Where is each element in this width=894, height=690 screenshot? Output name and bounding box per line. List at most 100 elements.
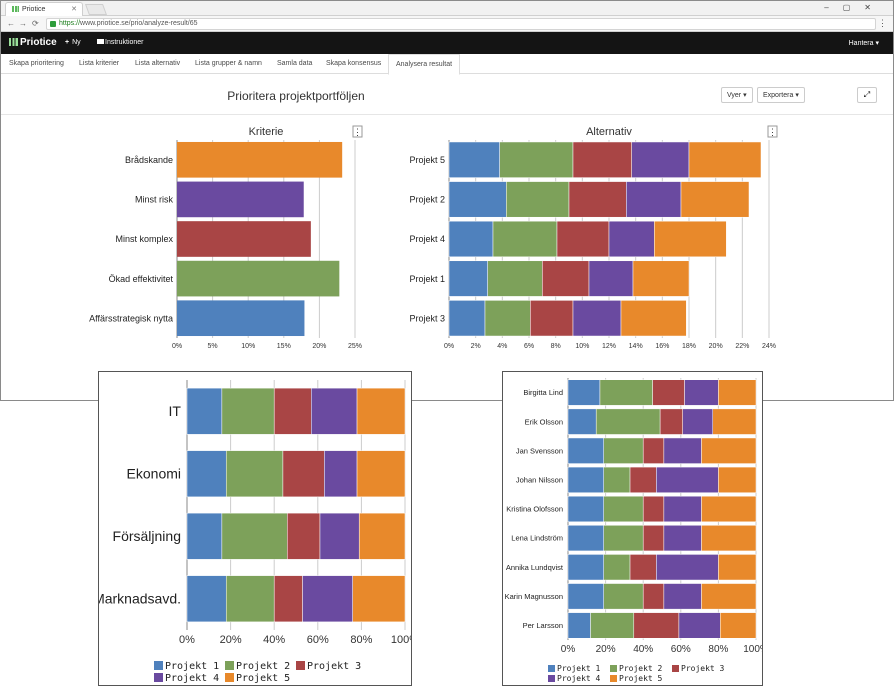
bar-segment: [568, 181, 627, 218]
views-button-label: Vyer: [727, 92, 742, 99]
browser-tab-title: Priotice: [22, 6, 46, 13]
x-tick-label: 80%: [350, 634, 372, 646]
x-tick-label: 80%: [708, 644, 728, 655]
bar-segment: [631, 141, 690, 178]
nav-new-label: Ny: [72, 39, 81, 46]
bar-segment: [448, 141, 500, 178]
bar-segment: [225, 450, 284, 498]
url-input[interactable]: https://www.priotice.se/prio/analyze-res…: [46, 18, 876, 30]
export-button[interactable]: Exportera ▾: [757, 87, 805, 103]
bar-segment: [626, 181, 682, 218]
fullscreen-button[interactable]: ⤢: [857, 87, 877, 103]
bar-segment: [567, 437, 604, 464]
x-tick-label: 40%: [633, 644, 653, 655]
legend-label: Projekt 5: [619, 674, 663, 683]
x-tick-label: 60%: [671, 644, 691, 655]
nav-new[interactable]: + Ny: [65, 39, 81, 46]
nav-instructions[interactable]: Instruktioner: [97, 39, 144, 46]
legend-swatch: [296, 661, 305, 670]
tab-criteria[interactable]: Lista kriterier: [79, 60, 120, 67]
category-label: Lena Lindström: [511, 534, 563, 543]
category-label: Minst risk: [135, 195, 173, 205]
bar-segment: [608, 220, 655, 258]
bar-segment: [663, 495, 702, 523]
x-tick-label: 20%: [596, 644, 616, 655]
bar-segment: [678, 612, 721, 639]
category-label: Projekt 4: [409, 234, 445, 244]
legend-swatch: [548, 675, 555, 682]
x-tick-label: 20%: [312, 343, 326, 350]
legend-label: Projekt 5: [236, 673, 290, 684]
bar-segment: [663, 583, 702, 610]
bar-segment: [656, 466, 719, 493]
bar-segment: [186, 450, 227, 498]
category-label: Ekonomi: [127, 466, 181, 482]
bar-segment: [663, 525, 702, 552]
tab-consensus[interactable]: Skapa konsensus: [326, 60, 382, 67]
forward-icon[interactable]: →: [19, 19, 27, 28]
logo-bars-icon: [9, 38, 18, 46]
tab-alternatives[interactable]: Lista alternativ: [135, 60, 181, 67]
bar-segment: [701, 495, 757, 523]
bar-segment: [556, 220, 610, 258]
category-label: Johan Nilsson: [516, 476, 563, 485]
url-text: www.priotice.se/prio/analyze-result/65: [80, 20, 198, 27]
new-tab-button[interactable]: [84, 4, 108, 15]
caret-down-icon: ▾: [743, 92, 747, 99]
chart-title: Alternativ: [586, 126, 632, 138]
legend-label: Projekt 4: [557, 674, 601, 683]
bar-segment: [633, 612, 680, 639]
category-label: Birgitta Lind: [523, 388, 563, 397]
legend-label: Projekt 3: [307, 661, 361, 672]
legend-swatch: [154, 661, 163, 670]
x-tick-label: 60%: [307, 634, 329, 646]
bar-segment: [448, 260, 488, 297]
bar-segment: [701, 525, 757, 552]
brand-logo[interactable]: Priotice: [9, 37, 57, 48]
tab-collect[interactable]: Samla data: [277, 60, 313, 67]
category-label: Ökad effektivitet: [109, 274, 174, 284]
x-tick-label: 6%: [524, 343, 534, 350]
tab-create[interactable]: Skapa prioritering: [9, 60, 64, 67]
x-tick-label: 25%: [348, 343, 362, 350]
person-chart: 0% 20% 40% 60% 80% 100% Birgitta Lind Erik Olss…: [505, 378, 769, 683]
browser-tabstrip: Priotice ✕ –▢✕: [1, 1, 893, 16]
close-tab-icon[interactable]: ✕: [71, 6, 77, 13]
bar-segment: [567, 554, 604, 581]
legend-label: Projekt 1: [557, 664, 601, 673]
x-tick-label: 5%: [208, 343, 218, 350]
nav-manage[interactable]: Hantera ▾: [849, 39, 879, 47]
bar: [177, 260, 340, 297]
bar-segment: [652, 379, 685, 406]
bar-segment: [629, 554, 657, 581]
browser-tab[interactable]: Priotice ✕: [5, 2, 83, 16]
category-label: IT: [169, 403, 182, 419]
bar-segment: [632, 260, 690, 297]
tab-groups[interactable]: Lista grupper & namn: [195, 60, 262, 67]
back-icon[interactable]: ←: [7, 19, 15, 28]
views-button[interactable]: Vyer ▾: [721, 87, 753, 103]
bar-segment: [186, 512, 223, 560]
divider: [1, 114, 893, 115]
legend-swatch: [610, 665, 617, 672]
x-tick-label: 0%: [172, 343, 182, 350]
bar-segment: [530, 300, 574, 337]
bar-segment: [221, 387, 275, 435]
page-title: Prioritera projektportföljen: [227, 89, 365, 103]
reload-icon[interactable]: ⟳: [32, 19, 39, 28]
x-tick-label: 0%: [444, 343, 454, 350]
category-label: Annika Lundqvist: [506, 563, 564, 572]
category-label: Karin Magnusson: [505, 592, 563, 601]
category-label: Projekt 1: [409, 274, 445, 284]
tab-analyze[interactable]: Analysera resultat: [388, 54, 461, 75]
bar-segment: [603, 466, 631, 493]
bar-segment: [718, 554, 757, 581]
plus-icon: +: [65, 39, 70, 46]
category-label: Projekt 2: [409, 195, 445, 205]
window-controls[interactable]: –▢✕: [824, 3, 885, 12]
legend-label: Projekt 2: [236, 661, 290, 672]
browser-menu-icon[interactable]: ⋮: [878, 18, 887, 28]
x-tick-label: 0%: [179, 634, 195, 646]
bar-segment: [448, 181, 507, 218]
bar-segment: [642, 525, 665, 552]
